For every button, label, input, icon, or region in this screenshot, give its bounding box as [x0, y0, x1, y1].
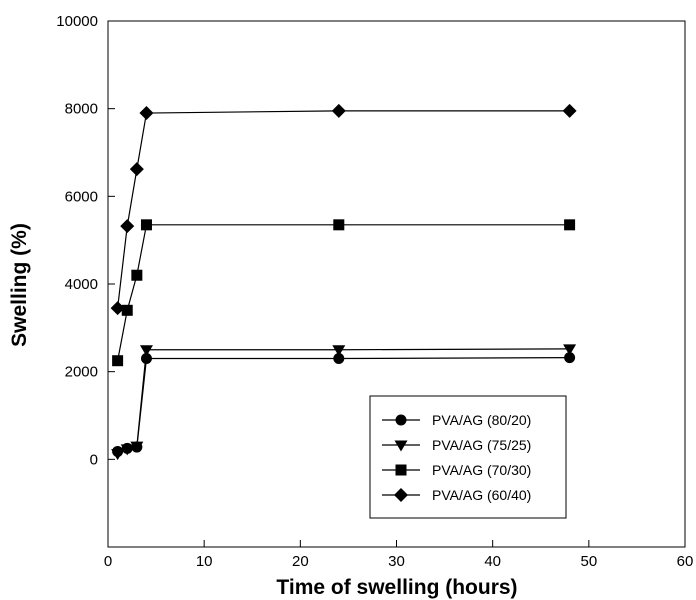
- marker-square: [333, 219, 345, 231]
- y-axis-title: Swelling (%): [8, 223, 31, 347]
- legend-label: PVA/AG (70/30): [432, 462, 531, 478]
- x-tick-label: 60: [677, 553, 694, 570]
- marker-circle: [395, 414, 407, 426]
- series-line: [117, 224, 570, 361]
- marker-diamond: [110, 301, 125, 316]
- marker-triangle-down: [332, 345, 346, 357]
- marker-circle: [333, 353, 345, 365]
- marker-triangle-down: [111, 449, 125, 461]
- y-axis-ticks: 0 2000 4000 6000 8000 10000: [56, 13, 115, 468]
- marker-square: [131, 269, 143, 281]
- marker-square: [112, 355, 124, 367]
- x-tick-label: 40: [484, 553, 501, 570]
- legend: PVA/AG (80/20) PVA/AG (75/25) PVA/AG (70/3…: [369, 395, 567, 519]
- legend-item: PVA/AG (60/40): [382, 487, 531, 503]
- marker-triangle-down: [563, 344, 577, 356]
- marker-square: [395, 464, 407, 476]
- y-tick-label: 8000: [65, 101, 98, 118]
- marker-triangle-down: [139, 345, 153, 357]
- x-tick-label: 0: [104, 553, 112, 570]
- y-tick-label: 4000: [65, 276, 98, 293]
- x-tick-label: 30: [388, 553, 405, 570]
- legend-label: PVA/AG (60/40): [432, 487, 531, 503]
- marker-diamond: [331, 103, 346, 118]
- marker-square: [140, 219, 152, 231]
- y-tick-label: 0: [90, 451, 98, 468]
- x-tick-label: 50: [580, 553, 597, 570]
- marker-circle: [564, 352, 576, 364]
- x-axis-ticks: 0 10 20 30 40 50 60: [104, 540, 694, 570]
- marker-triangle-down: [394, 440, 408, 452]
- marker-diamond: [129, 162, 144, 177]
- series-line: [117, 110, 570, 309]
- series-2: [111, 344, 577, 461]
- legend-label: PVA/AG (80/20): [432, 412, 531, 428]
- series-4: [110, 103, 577, 316]
- series-3: [112, 219, 576, 367]
- x-tick-label: 10: [196, 553, 213, 570]
- marker-diamond: [562, 103, 577, 118]
- marker-square: [564, 219, 576, 231]
- x-tick-label: 20: [292, 553, 309, 570]
- legend-item: PVA/AG (70/30): [382, 462, 531, 478]
- x-axis-title: Time of swelling (hours): [276, 576, 517, 599]
- marker-triangle-down: [130, 441, 144, 453]
- legend-item: PVA/AG (80/20): [382, 412, 531, 428]
- y-tick-label: 2000: [65, 364, 98, 381]
- marker-circle: [140, 353, 152, 365]
- marker-triangle-down: [120, 444, 134, 456]
- marker-diamond: [139, 106, 154, 121]
- marker-diamond: [120, 219, 135, 234]
- y-tick-label: 10000: [56, 13, 98, 30]
- legend-item: PVA/AG (75/25): [382, 437, 531, 453]
- legend-label: PVA/AG (75/25): [432, 437, 531, 453]
- y-tick-label: 6000: [65, 188, 98, 205]
- series-layer: [110, 103, 577, 461]
- marker-square: [121, 304, 133, 316]
- marker-diamond: [394, 488, 408, 502]
